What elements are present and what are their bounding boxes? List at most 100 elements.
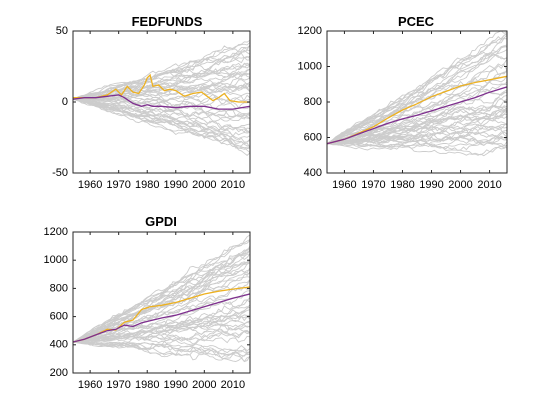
y-tick-label: 1000 (44, 254, 68, 266)
chart-panel-pcec: PCEC 1960 1970 1980 1990 2000 2010 400 6… (298, 14, 508, 191)
y-tick-label: 600 (50, 311, 68, 323)
series-line-orange (73, 73, 250, 103)
x-tick-label: 1990 (419, 179, 443, 191)
y-tick-labels: 400 600 800 1000 1200 (298, 25, 322, 179)
plot-frame (72, 231, 251, 374)
simulated-path-line (73, 259, 250, 343)
x-tick-labels: 1960 1970 1980 1990 2000 2010 (78, 179, 245, 191)
simulated-path-line (327, 140, 507, 151)
y-tick-label: 0 (62, 96, 68, 108)
simulated-path-line (327, 105, 507, 145)
simulated-path-line (327, 131, 507, 146)
simulated-path-line (73, 245, 250, 343)
axis-ticks (327, 30, 507, 174)
simulated-path-line (73, 304, 250, 343)
simulated-path-line (73, 45, 250, 100)
y-tick-labels: 200 400 600 800 1000 1200 (44, 226, 68, 379)
x-tick-label: 1960 (78, 379, 102, 391)
simulated-path-line (73, 55, 250, 100)
simulated-path-line (73, 240, 250, 343)
x-tick-labels: 1960 1970 1980 1990 2000 2010 (78, 379, 245, 391)
simulated-paths (327, 31, 507, 157)
simulated-path-line (73, 341, 250, 361)
x-tick-label: 1980 (135, 379, 159, 391)
x-tick-label: 1970 (361, 179, 385, 191)
y-tick-labels: -50 0 50 (52, 25, 68, 179)
simulated-path-line (73, 98, 250, 154)
x-tick-label: 1980 (135, 179, 159, 191)
simulated-path-line (73, 341, 250, 359)
axis-ticks (73, 231, 250, 374)
simulated-path-line (73, 299, 250, 343)
simulated-path-line (73, 97, 250, 118)
simulated-path-line (327, 127, 507, 145)
x-tick-labels: 1960 1970 1980 1990 2000 2010 (332, 179, 502, 191)
simulated-path-line (327, 104, 507, 145)
series-line-orange (327, 75, 507, 145)
x-tick-label: 2000 (192, 379, 216, 391)
simulated-path-line (327, 31, 507, 145)
y-tick-label: 800 (50, 282, 68, 294)
y-tick-label: 200 (50, 367, 68, 379)
axis-ticks (73, 30, 250, 174)
y-tick-label: 1000 (298, 60, 322, 72)
simulated-path-line (73, 341, 250, 363)
chart-title: PCEC (398, 14, 435, 29)
chart-panel-gpdi: GPDI 1960 1970 1980 1990 2000 2010 200 4… (44, 214, 251, 391)
series-line-purple (73, 94, 250, 110)
simulated-path-line (73, 320, 250, 343)
x-tick-label: 1990 (164, 379, 188, 391)
simulated-path-line (327, 107, 507, 145)
x-tick-label: 1970 (106, 379, 130, 391)
x-tick-label: 2000 (192, 179, 216, 191)
simulated-path-line (73, 44, 250, 100)
simulated-path-line (327, 54, 507, 145)
x-tick-label: 1960 (78, 179, 102, 191)
x-tick-label: 1960 (332, 179, 356, 191)
simulated-path-line (73, 96, 250, 109)
x-tick-label: 1980 (390, 179, 414, 191)
simulated-path-line (73, 98, 250, 138)
simulated-path-line (327, 136, 507, 150)
series-lines (73, 73, 250, 110)
simulated-path-line (327, 71, 507, 145)
simulated-path-line (73, 306, 250, 343)
y-tick-label: 1200 (298, 25, 322, 37)
simulated-path-line (327, 44, 507, 145)
series-line-orange (73, 286, 250, 343)
y-tick-label: 600 (304, 131, 322, 143)
x-tick-label: 2010 (477, 179, 501, 191)
chart-title: FEDFUNDS (132, 14, 203, 29)
x-tick-label: 1970 (106, 179, 130, 191)
simulated-path-line (73, 72, 250, 100)
y-tick-label: 800 (304, 96, 322, 108)
simulated-path-line (73, 98, 250, 133)
simulated-path-line (327, 142, 507, 157)
chart-title: GPDI (145, 214, 177, 229)
x-tick-label: 2010 (221, 379, 245, 391)
y-tick-label: 50 (56, 25, 68, 37)
simulated-path-line (73, 98, 250, 122)
simulated-path-line (327, 109, 507, 145)
series-line-purple (73, 293, 250, 343)
x-tick-label: 1990 (164, 179, 188, 191)
series-lines (327, 75, 507, 145)
y-tick-label: 1200 (44, 226, 68, 238)
simulated-path-line (327, 142, 507, 156)
y-tick-label: 400 (304, 167, 322, 179)
x-tick-label: 2010 (221, 179, 245, 191)
y-tick-label: -50 (52, 167, 68, 179)
simulated-path-line (327, 63, 507, 145)
y-tick-label: 400 (50, 339, 68, 351)
simulated-path-line (327, 84, 507, 145)
simulated-path-line (73, 81, 250, 101)
x-tick-label: 2000 (448, 179, 472, 191)
simulated-path-line (73, 234, 250, 343)
simulated-path-line (73, 39, 250, 100)
simulated-path-line (73, 324, 250, 343)
chart-panel-fedfunds: FEDFUNDS 1960 1970 1980 1990 2000 2010 -… (52, 14, 251, 191)
simulated-path-line (327, 123, 507, 145)
simulated-path-line (73, 98, 250, 147)
series-lines (73, 286, 250, 343)
